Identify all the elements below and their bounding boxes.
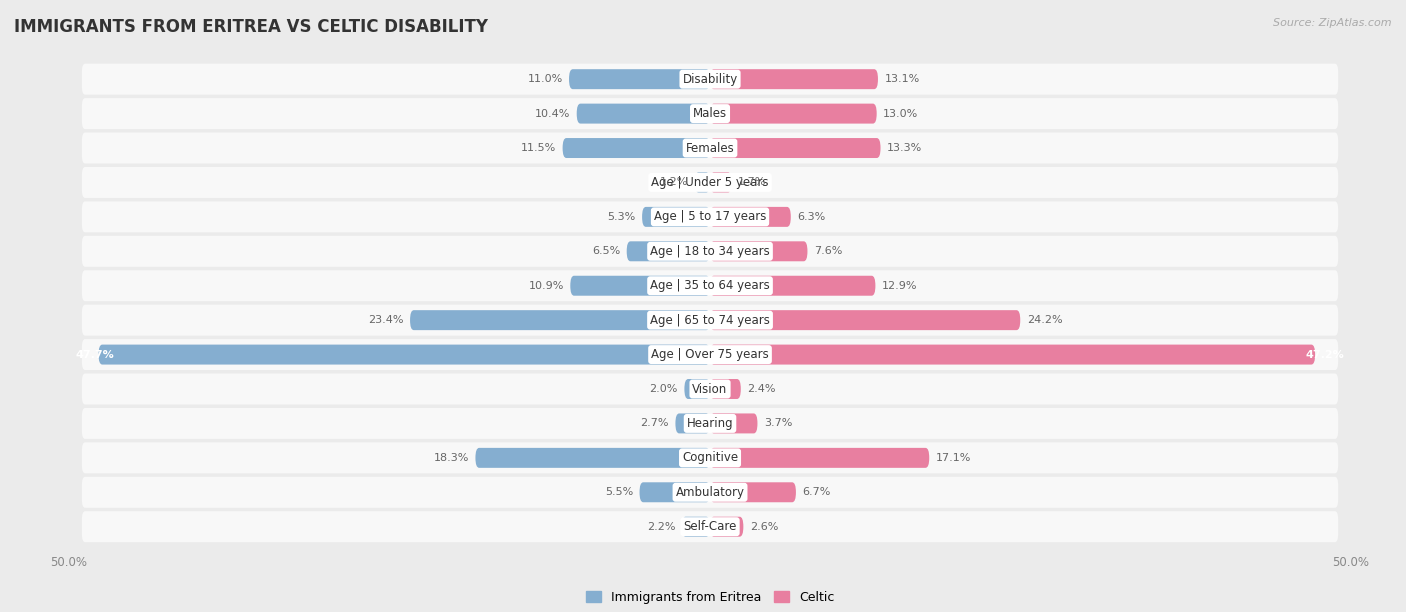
Text: 24.2%: 24.2% bbox=[1026, 315, 1063, 325]
Text: 5.3%: 5.3% bbox=[607, 212, 636, 222]
FancyBboxPatch shape bbox=[695, 173, 710, 192]
Text: Age | Under 5 years: Age | Under 5 years bbox=[651, 176, 769, 189]
FancyBboxPatch shape bbox=[710, 103, 877, 124]
Text: 11.0%: 11.0% bbox=[527, 74, 562, 84]
FancyBboxPatch shape bbox=[710, 482, 796, 502]
FancyBboxPatch shape bbox=[82, 133, 1339, 163]
FancyBboxPatch shape bbox=[682, 517, 710, 537]
Text: 11.5%: 11.5% bbox=[522, 143, 557, 153]
Text: 6.5%: 6.5% bbox=[592, 246, 620, 256]
FancyBboxPatch shape bbox=[411, 310, 710, 330]
Text: 13.0%: 13.0% bbox=[883, 108, 918, 119]
Text: Self-Care: Self-Care bbox=[683, 520, 737, 533]
FancyBboxPatch shape bbox=[569, 69, 710, 89]
FancyBboxPatch shape bbox=[710, 276, 876, 296]
FancyBboxPatch shape bbox=[710, 138, 880, 158]
Text: 6.3%: 6.3% bbox=[797, 212, 825, 222]
Text: 2.0%: 2.0% bbox=[650, 384, 678, 394]
Text: 2.6%: 2.6% bbox=[749, 521, 778, 532]
FancyBboxPatch shape bbox=[675, 414, 710, 433]
FancyBboxPatch shape bbox=[82, 408, 1339, 439]
Text: 13.1%: 13.1% bbox=[884, 74, 920, 84]
FancyBboxPatch shape bbox=[710, 517, 744, 537]
Text: 12.9%: 12.9% bbox=[882, 281, 917, 291]
FancyBboxPatch shape bbox=[627, 241, 710, 261]
Text: IMMIGRANTS FROM ERITREA VS CELTIC DISABILITY: IMMIGRANTS FROM ERITREA VS CELTIC DISABI… bbox=[14, 18, 488, 36]
Text: 10.9%: 10.9% bbox=[529, 281, 564, 291]
Legend: Immigrants from Eritrea, Celtic: Immigrants from Eritrea, Celtic bbox=[581, 586, 839, 609]
FancyBboxPatch shape bbox=[710, 414, 758, 433]
Text: Females: Females bbox=[686, 141, 734, 154]
Text: Disability: Disability bbox=[682, 73, 738, 86]
FancyBboxPatch shape bbox=[98, 345, 710, 365]
Text: 13.3%: 13.3% bbox=[887, 143, 922, 153]
FancyBboxPatch shape bbox=[710, 345, 1315, 365]
Text: 6.7%: 6.7% bbox=[803, 487, 831, 498]
FancyBboxPatch shape bbox=[685, 379, 710, 399]
Text: Cognitive: Cognitive bbox=[682, 452, 738, 465]
Text: Males: Males bbox=[693, 107, 727, 120]
FancyBboxPatch shape bbox=[82, 373, 1339, 405]
Text: 2.2%: 2.2% bbox=[647, 521, 675, 532]
FancyBboxPatch shape bbox=[710, 379, 741, 399]
FancyBboxPatch shape bbox=[571, 276, 710, 296]
Text: Source: ZipAtlas.com: Source: ZipAtlas.com bbox=[1274, 18, 1392, 28]
FancyBboxPatch shape bbox=[82, 201, 1339, 233]
FancyBboxPatch shape bbox=[82, 477, 1339, 508]
FancyBboxPatch shape bbox=[640, 482, 710, 502]
FancyBboxPatch shape bbox=[82, 98, 1339, 129]
FancyBboxPatch shape bbox=[82, 305, 1339, 335]
FancyBboxPatch shape bbox=[562, 138, 710, 158]
Text: 2.4%: 2.4% bbox=[747, 384, 776, 394]
Text: 17.1%: 17.1% bbox=[935, 453, 972, 463]
FancyBboxPatch shape bbox=[710, 241, 807, 261]
FancyBboxPatch shape bbox=[475, 448, 710, 468]
FancyBboxPatch shape bbox=[710, 69, 877, 89]
FancyBboxPatch shape bbox=[82, 167, 1339, 198]
Text: 10.4%: 10.4% bbox=[534, 108, 571, 119]
FancyBboxPatch shape bbox=[82, 442, 1339, 473]
FancyBboxPatch shape bbox=[710, 310, 1021, 330]
Text: Age | 5 to 17 years: Age | 5 to 17 years bbox=[654, 211, 766, 223]
Text: Vision: Vision bbox=[692, 382, 728, 395]
FancyBboxPatch shape bbox=[710, 448, 929, 468]
FancyBboxPatch shape bbox=[82, 64, 1339, 95]
FancyBboxPatch shape bbox=[710, 173, 731, 192]
Text: 1.7%: 1.7% bbox=[738, 177, 766, 187]
Text: 18.3%: 18.3% bbox=[433, 453, 470, 463]
Text: 2.7%: 2.7% bbox=[641, 419, 669, 428]
Text: 47.7%: 47.7% bbox=[76, 349, 114, 360]
FancyBboxPatch shape bbox=[82, 236, 1339, 267]
FancyBboxPatch shape bbox=[576, 103, 710, 124]
Text: 7.6%: 7.6% bbox=[814, 246, 842, 256]
Text: Ambulatory: Ambulatory bbox=[675, 486, 745, 499]
Text: 23.4%: 23.4% bbox=[368, 315, 404, 325]
Text: Hearing: Hearing bbox=[686, 417, 734, 430]
Text: Age | Over 75 years: Age | Over 75 years bbox=[651, 348, 769, 361]
FancyBboxPatch shape bbox=[82, 339, 1339, 370]
Text: 3.7%: 3.7% bbox=[763, 419, 792, 428]
Text: Age | 35 to 64 years: Age | 35 to 64 years bbox=[650, 279, 770, 292]
FancyBboxPatch shape bbox=[710, 207, 790, 227]
Text: 5.5%: 5.5% bbox=[605, 487, 633, 498]
Text: Age | 18 to 34 years: Age | 18 to 34 years bbox=[650, 245, 770, 258]
FancyBboxPatch shape bbox=[643, 207, 710, 227]
Text: 1.2%: 1.2% bbox=[659, 177, 689, 187]
Text: 47.2%: 47.2% bbox=[1306, 349, 1344, 360]
Text: Age | 65 to 74 years: Age | 65 to 74 years bbox=[650, 314, 770, 327]
FancyBboxPatch shape bbox=[82, 271, 1339, 301]
FancyBboxPatch shape bbox=[82, 511, 1339, 542]
